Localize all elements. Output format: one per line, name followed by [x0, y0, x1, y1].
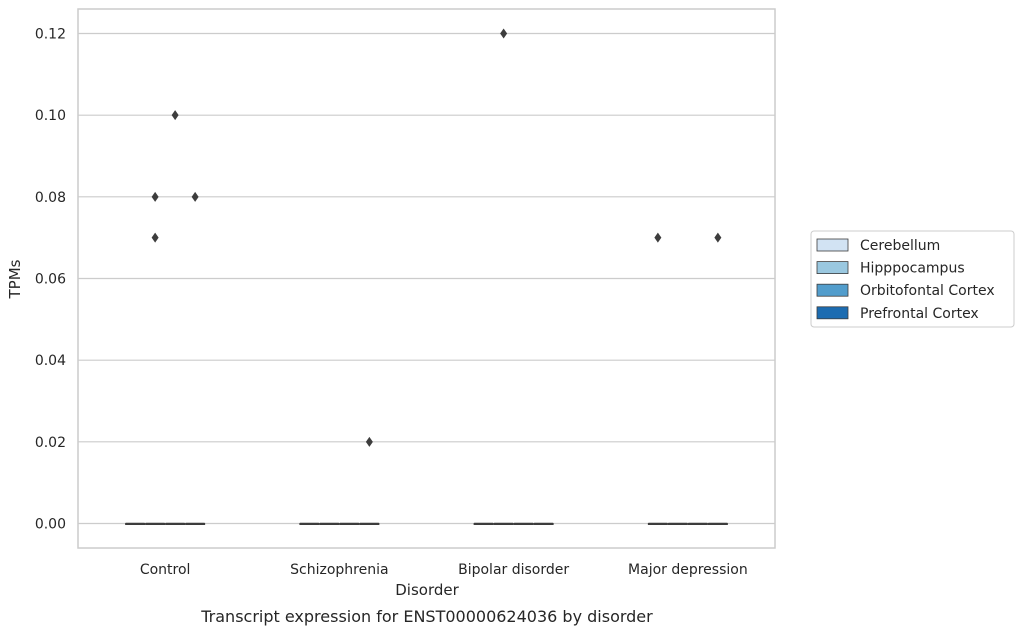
y-tick-label: 0.12 [35, 27, 66, 43]
outlier-point [365, 436, 373, 447]
y-tick-label: 0.06 [35, 272, 66, 288]
legend: Cerebellum Hipppocampus Orbitofontal Corte… [810, 230, 1015, 328]
y-tick-label: 0.08 [35, 190, 66, 206]
x-tick-label: Schizophrenia [290, 562, 388, 578]
y-tick-label: 0.02 [35, 435, 66, 451]
outlier-markers [151, 28, 722, 447]
x-tick-label: Control [140, 562, 191, 578]
outlier-point [151, 232, 159, 243]
legend-label: Prefrontal Cortex [860, 306, 979, 322]
x-axis-label: Disorder [395, 581, 459, 599]
outlier-point [151, 191, 159, 202]
outlier-point [191, 191, 199, 202]
legend-swatch [816, 238, 849, 252]
outlier-point [171, 110, 179, 121]
y-tick-label: 0.10 [35, 108, 66, 124]
x-tick-labels: Control Schizophrenia Bipolar disorder Majo… [140, 562, 748, 578]
boxes [125, 522, 728, 525]
y-tick-labels: 0.00 0.02 0.04 0.06 0.08 0.10 0.12 [35, 27, 66, 533]
outlier-point [714, 232, 722, 243]
chart-caption: Transcript expression for ENST0000062403… [200, 607, 653, 626]
x-tick-label: Major depression [628, 562, 748, 578]
plot-frame [77, 8, 776, 549]
legend-swatch [816, 261, 849, 275]
legend-frame [810, 230, 1015, 328]
outlier-point [654, 232, 662, 243]
x-tick-label: Bipolar disorder [458, 562, 569, 578]
y-tick-label: 0.00 [35, 517, 66, 533]
grid-lines [78, 32, 775, 525]
legend-swatch [816, 283, 849, 297]
legend-label: Orbitofontal Cortex [860, 283, 995, 299]
legend-swatch [816, 306, 849, 320]
outlier-point [500, 28, 508, 39]
y-axis-label: TPMs [6, 259, 24, 299]
y-tick-label: 0.04 [35, 353, 66, 369]
legend-label: Cerebellum [860, 238, 940, 254]
legend-label: Hipppocampus [860, 261, 965, 277]
